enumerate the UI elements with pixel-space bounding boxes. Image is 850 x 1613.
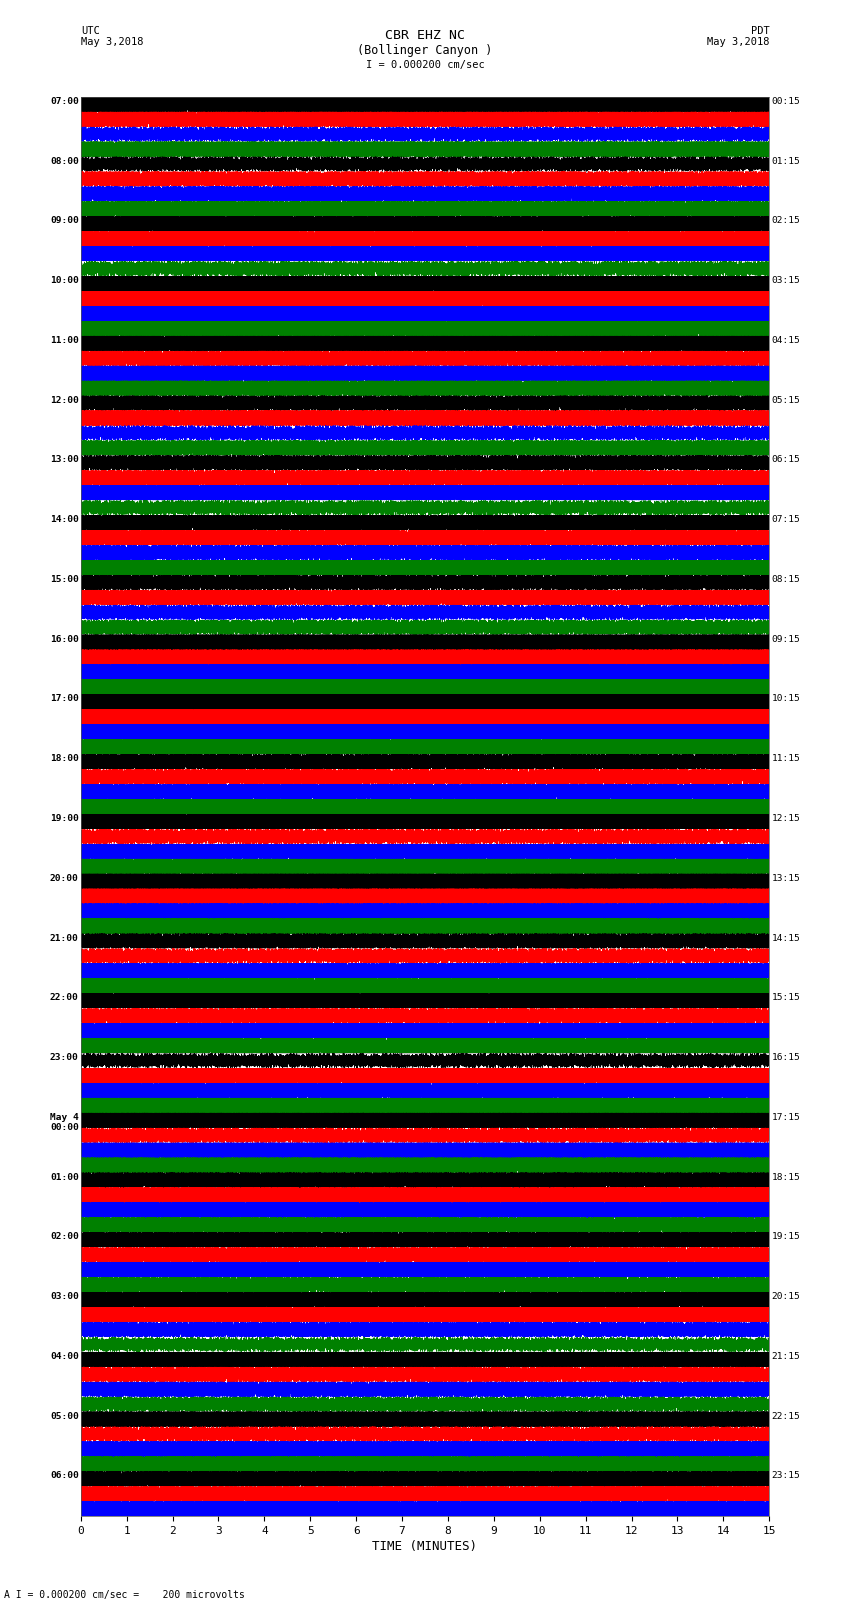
Text: I = 0.000200 cm/sec: I = 0.000200 cm/sec [366,60,484,69]
Text: 14:15: 14:15 [771,934,800,942]
Text: May 4
00:00: May 4 00:00 [50,1113,79,1132]
Text: 19:00: 19:00 [50,815,79,823]
Text: CBR EHZ NC: CBR EHZ NC [385,29,465,42]
Text: 09:00: 09:00 [50,216,79,226]
Text: 10:15: 10:15 [771,695,800,703]
Text: 21:15: 21:15 [771,1352,800,1361]
Text: 18:00: 18:00 [50,755,79,763]
Text: 22:00: 22:00 [50,994,79,1002]
Text: 02:15: 02:15 [771,216,800,226]
Text: 06:15: 06:15 [771,455,800,465]
Text: 20:15: 20:15 [771,1292,800,1302]
Text: 16:15: 16:15 [771,1053,800,1061]
Text: 11:00: 11:00 [50,336,79,345]
Text: 06:00: 06:00 [50,1471,79,1481]
Text: 07:15: 07:15 [771,515,800,524]
Text: 07:00: 07:00 [50,97,79,106]
Text: A I = 0.000200 cm/sec =    200 microvolts: A I = 0.000200 cm/sec = 200 microvolts [4,1590,245,1600]
Text: 19:15: 19:15 [771,1232,800,1242]
Text: 10:00: 10:00 [50,276,79,286]
Text: UTC
May 3,2018: UTC May 3,2018 [81,26,144,47]
Text: 20:00: 20:00 [50,874,79,882]
Text: 05:00: 05:00 [50,1411,79,1421]
Text: 16:00: 16:00 [50,634,79,644]
Text: 09:15: 09:15 [771,634,800,644]
Text: 22:15: 22:15 [771,1411,800,1421]
Text: 03:15: 03:15 [771,276,800,286]
Text: 12:15: 12:15 [771,815,800,823]
Text: 15:15: 15:15 [771,994,800,1002]
Text: 08:00: 08:00 [50,156,79,166]
Text: 21:00: 21:00 [50,934,79,942]
Text: 13:00: 13:00 [50,455,79,465]
Text: 23:15: 23:15 [771,1471,800,1481]
X-axis label: TIME (MINUTES): TIME (MINUTES) [372,1540,478,1553]
Text: (Bollinger Canyon ): (Bollinger Canyon ) [357,44,493,56]
Text: 02:00: 02:00 [50,1232,79,1242]
Text: 17:15: 17:15 [771,1113,800,1121]
Text: 17:00: 17:00 [50,695,79,703]
Text: 14:00: 14:00 [50,515,79,524]
Text: 01:00: 01:00 [50,1173,79,1182]
Text: 23:00: 23:00 [50,1053,79,1061]
Text: 01:15: 01:15 [771,156,800,166]
Text: 11:15: 11:15 [771,755,800,763]
Text: 00:15: 00:15 [771,97,800,106]
Text: 03:00: 03:00 [50,1292,79,1302]
Text: 04:00: 04:00 [50,1352,79,1361]
Text: 13:15: 13:15 [771,874,800,882]
Text: 15:00: 15:00 [50,574,79,584]
Text: PDT
May 3,2018: PDT May 3,2018 [706,26,769,47]
Text: 18:15: 18:15 [771,1173,800,1182]
Text: 12:00: 12:00 [50,395,79,405]
Text: 08:15: 08:15 [771,574,800,584]
Text: 05:15: 05:15 [771,395,800,405]
Text: 04:15: 04:15 [771,336,800,345]
